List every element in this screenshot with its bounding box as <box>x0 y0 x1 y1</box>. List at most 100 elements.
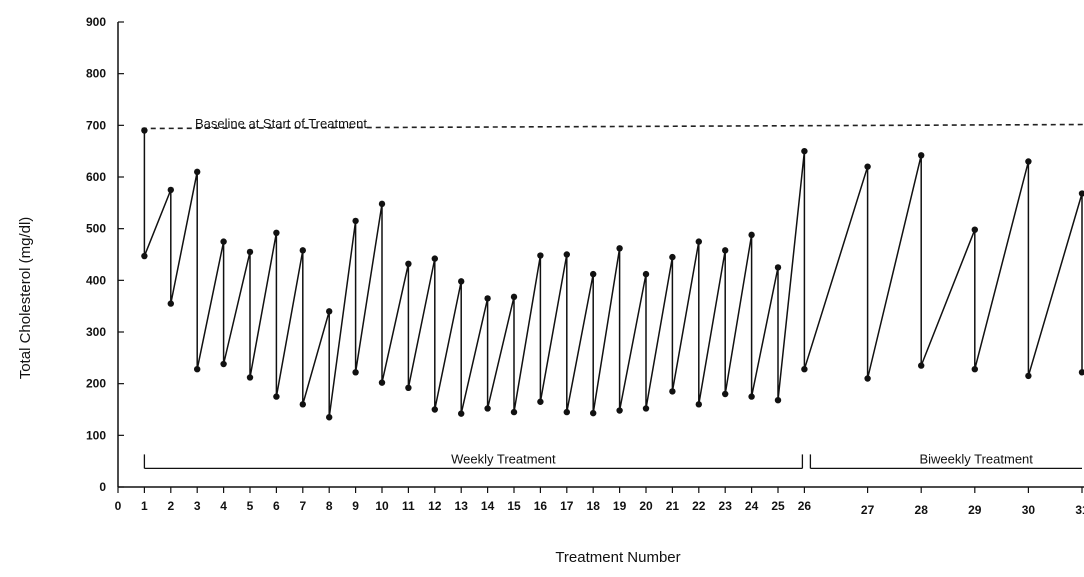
pre-treatment-point <box>1078 190 1084 197</box>
x-tick-label: 13 <box>455 499 469 513</box>
pre-treatment-point <box>695 238 702 245</box>
post-treatment-point <box>695 401 702 408</box>
post-treatment-point <box>590 409 597 417</box>
phase-label: Weekly Treatment <box>451 451 556 466</box>
x-tick-label: 8 <box>326 499 333 513</box>
x-tick-label: 5 <box>247 499 254 513</box>
post-treatment-point <box>246 374 254 381</box>
x-tick-label: 1 <box>141 499 148 513</box>
x-tick-label: 10 <box>375 499 389 513</box>
pre-treatment-point <box>669 253 676 261</box>
post-treatment-point <box>918 362 925 369</box>
post-treatment-point <box>458 410 465 417</box>
y-tick-label: 300 <box>86 325 106 339</box>
pre-treatment-point <box>458 278 465 285</box>
pre-treatment-point <box>220 238 227 245</box>
x-tick-label: 18 <box>587 499 601 513</box>
pre-treatment-point <box>246 248 254 256</box>
post-treatment-point <box>220 360 227 368</box>
pre-treatment-point <box>1025 158 1032 165</box>
x-tick-label: 4 <box>220 499 227 513</box>
x-tick-label: 30 <box>1022 503 1036 517</box>
post-treatment-point <box>141 252 148 260</box>
post-treatment-point <box>864 375 871 382</box>
pre-treatment-point <box>590 270 597 278</box>
x-tick-label: 17 <box>560 499 574 513</box>
x-tick-label: 25 <box>771 499 785 513</box>
pre-treatment-point <box>167 186 174 194</box>
y-tick-label: 500 <box>86 222 106 236</box>
x-tick-label: 15 <box>507 499 521 513</box>
x-tick-label: 3 <box>194 499 201 513</box>
pre-treatment-point <box>326 308 333 315</box>
post-treatment-point <box>299 401 306 408</box>
post-treatment-point <box>774 397 782 404</box>
pre-treatment-point <box>299 247 306 254</box>
post-treatment-point <box>616 407 623 414</box>
post-treatment-point <box>537 398 544 405</box>
y-axis-title: Total Cholesterol (mg/dl) <box>17 217 34 380</box>
x-tick-label: 14 <box>481 499 495 513</box>
x-tick-label: 22 <box>692 499 706 513</box>
pre-treatment-point <box>563 251 570 258</box>
baseline-label: Baseline at Start of Treatment <box>195 116 367 131</box>
x-tick-label: 2 <box>167 499 174 513</box>
y-axis: 0 100 200 300 400 500 600 700 800 900 <box>86 15 124 494</box>
pre-treatment-point <box>273 229 280 236</box>
pre-treatment-point <box>141 127 148 134</box>
post-treatment-point <box>194 366 201 373</box>
x-tick-label: 28 <box>915 503 929 517</box>
x-tick-label: 11 <box>402 499 415 513</box>
post-treatment-point <box>971 366 978 373</box>
x-axis: 0 1 2 3 4 5 6 7 8 9 10 11 12 13 14 15 16 17 18 19 20 21 22 23 24… <box>115 486 1084 517</box>
post-treatment-point <box>642 405 650 412</box>
x-axis-title: Treatment Number <box>555 549 680 566</box>
x-tick-label: 29 <box>968 503 982 517</box>
phase-label: Biweekly Treatment <box>919 451 1033 466</box>
treatment-brackets: Weekly Treatment Biweekly Treatment <box>143 451 1082 470</box>
pre-treatment-point <box>801 147 808 155</box>
post-treatment-point <box>431 406 438 413</box>
post-treatment-point <box>748 393 755 400</box>
pre-treatment-point <box>194 168 201 176</box>
pre-treatment-point <box>352 217 359 225</box>
pre-treatment-point <box>405 260 412 267</box>
x-tick-label: 21 <box>666 499 680 513</box>
x-tick-label: 27 <box>861 503 875 517</box>
y-tick-label: 600 <box>86 170 106 184</box>
pre-treatment-point <box>774 264 782 271</box>
post-treatment-point <box>510 408 518 416</box>
post-treatment-point <box>1025 372 1032 380</box>
y-tick-label: 0 <box>99 480 106 494</box>
series-line <box>143 130 1083 418</box>
pre-treatment-point <box>918 152 925 159</box>
post-treatment-point <box>669 388 676 395</box>
x-tick-label: 31 <box>1075 503 1084 517</box>
post-treatment-point <box>484 405 491 412</box>
x-tick-label: 6 <box>273 499 280 513</box>
x-tick-label: 0 <box>115 499 122 513</box>
post-treatment-point <box>352 369 359 376</box>
post-treatment-point <box>563 408 570 416</box>
post-treatment-point <box>405 384 412 391</box>
y-tick-label: 200 <box>86 377 106 391</box>
x-tick-label: 20 <box>639 499 653 513</box>
x-tick-label: 9 <box>352 499 359 513</box>
data-series <box>141 127 1084 421</box>
pre-treatment-point <box>722 247 729 254</box>
y-tick-label: 900 <box>86 15 106 29</box>
x-tick-label: 23 <box>719 499 733 513</box>
pre-treatment-point <box>510 293 518 301</box>
y-tick-label: 800 <box>86 67 106 81</box>
pre-treatment-point <box>748 231 755 239</box>
pre-treatment-point <box>616 245 623 252</box>
post-treatment-point <box>801 366 808 373</box>
x-tick-label: 16 <box>534 499 548 513</box>
post-treatment-point <box>273 393 280 400</box>
pre-treatment-point <box>484 295 491 302</box>
pre-treatment-point <box>864 163 871 170</box>
post-treatment-point <box>326 414 333 421</box>
x-tick-label: 19 <box>613 499 627 513</box>
baseline-line <box>141 123 1084 130</box>
x-tick-label: 26 <box>798 499 812 513</box>
